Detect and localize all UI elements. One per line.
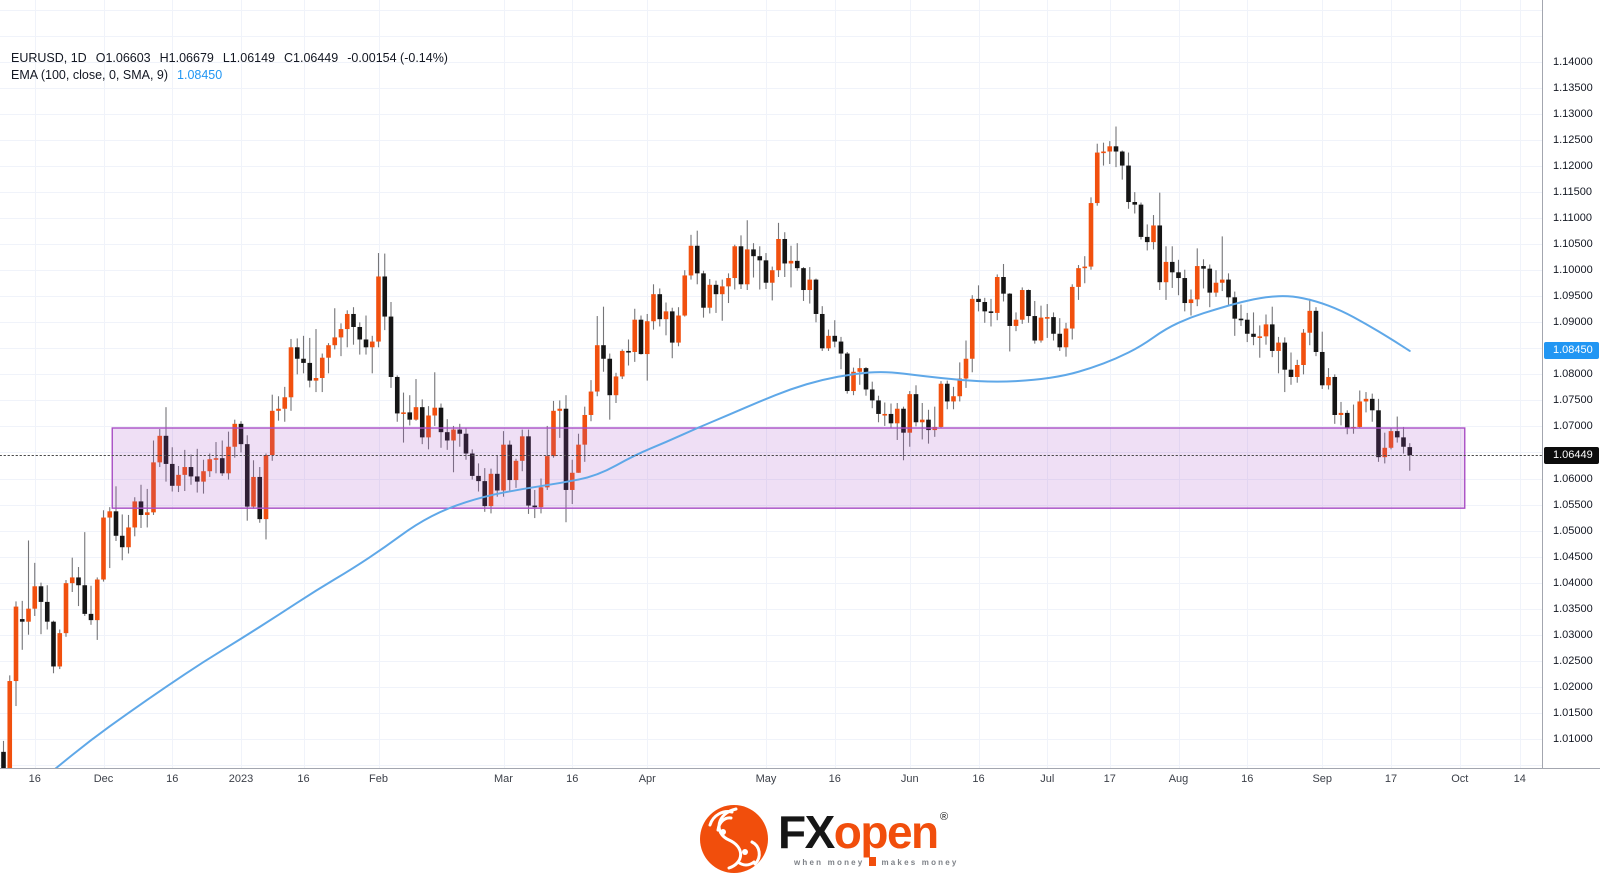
price-axis-label: 1.03000 — [1553, 628, 1593, 641]
legend-change: -0.00154 (-0.14%) — [347, 51, 448, 65]
price-axis-label: 1.11500 — [1553, 186, 1592, 199]
price-axis-label: 1.07000 — [1553, 420, 1593, 433]
time-axis-label: Jul — [1040, 773, 1055, 785]
price-axis-label: 1.03500 — [1553, 602, 1593, 615]
time-axis-label: 16 — [166, 773, 179, 785]
price-axis-label: 1.12000 — [1553, 160, 1593, 173]
time-axis-label: 16 — [1241, 773, 1254, 785]
time-axis-label: 2023 — [228, 773, 254, 785]
time-axis-label: May — [755, 773, 777, 785]
price-axis-label: 1.13500 — [1553, 81, 1593, 94]
fxopen-bull-bear-icon — [700, 805, 768, 873]
time-axis-label: 16 — [297, 773, 310, 785]
legend-open: O1.06603 — [95, 51, 151, 65]
legend-close: C1.06449 — [284, 51, 339, 65]
price-axis-label: 1.01500 — [1553, 706, 1593, 719]
price-axis-label: 1.04500 — [1553, 550, 1593, 563]
time-axis-label: 17 — [1103, 773, 1116, 785]
time-axis-label: Jun — [900, 773, 919, 785]
price-axis-label: 1.04000 — [1553, 576, 1593, 589]
time-axis[interactable]: 16 Dec 16 2023 16 Feb Mar 16 Apr May 16 Jun 16 Jul 17 A… — [0, 769, 1600, 791]
price-axis-label: 1.10500 — [1553, 238, 1593, 251]
price-axis-label: 1.12500 — [1553, 134, 1593, 147]
price-axis-label: 1.02500 — [1553, 654, 1593, 667]
price-axis-label: 1.14000 — [1553, 55, 1593, 68]
price-axis-label: 1.09000 — [1553, 316, 1593, 329]
time-axis-label: 17 — [1384, 773, 1398, 785]
time-axis-label: 16 — [972, 773, 985, 785]
price-axis-label: 1.08000 — [1553, 368, 1593, 381]
time-axis-label: Aug — [1168, 773, 1189, 785]
ema-price-tag: 1.08450 — [1544, 342, 1599, 360]
price-axis-label: 1.07500 — [1553, 394, 1593, 407]
price-axis-label: 1.02000 — [1553, 680, 1593, 693]
price-axis-label: 1.05000 — [1553, 524, 1593, 537]
indicator-legend-row[interactable]: EMA (100, close, 0, SMA, 9) 1.08450 — [11, 67, 457, 84]
time-axis-label: Apr — [638, 773, 656, 785]
time-axis-label: Feb — [369, 773, 388, 785]
symbol-legend-row[interactable]: EURUSD, 1D O1.06603 H1.06679 L1.06149 C1.064… — [11, 50, 457, 67]
wordmark-open: open — [833, 806, 939, 858]
price-axis-label: 1.05500 — [1553, 498, 1593, 511]
time-axis-label: 16 — [828, 773, 841, 785]
fxopen-tagline: when money makes money — [794, 857, 959, 867]
price-axis-label: 1.13000 — [1553, 108, 1593, 121]
legend-low: L1.06149 — [222, 51, 275, 65]
wordmark-fx: FX — [778, 806, 835, 858]
price-axis-label: 1.01000 — [1553, 732, 1593, 745]
time-axis-label: Mar — [494, 773, 513, 785]
tagline-separator-block — [869, 857, 877, 866]
registered-mark: ® — [940, 811, 949, 823]
legend-high: H1.06679 — [159, 51, 214, 65]
price-axis-label: 1.09500 — [1553, 290, 1593, 303]
price-axis[interactable]: 1.08450 1.06449 1.14000 1.13500 1.13000 1.1… — [1543, 0, 1600, 768]
price-axis-label: 1.10000 — [1553, 264, 1593, 277]
indicator-label: EMA (100, close, 0, SMA, 9) — [11, 68, 169, 82]
chart-legend: EURUSD, 1D O1.06603 H1.06679 L1.06149 C1.064… — [11, 50, 457, 84]
time-axis-label: Sep — [1312, 773, 1333, 785]
time-axis-label: 16 — [566, 773, 579, 785]
indicator-value: 1.08450 — [177, 68, 223, 82]
time-axis-label: 14 — [1513, 773, 1526, 785]
fxopen-logo: FXopen ® when money makes money — [698, 799, 988, 877]
time-axis-label: Oct — [1451, 773, 1469, 785]
fxopen-wordmark: FXopen — [778, 806, 939, 858]
last-price-tag: 1.06449 — [1544, 446, 1599, 464]
legend-symbol: EURUSD, 1D — [11, 51, 87, 65]
time-axis-label: 16 — [28, 773, 41, 785]
price-axis-label: 1.06000 — [1553, 472, 1593, 485]
time-axis-label: Dec — [93, 773, 114, 785]
price-axis-label: 1.11000 — [1553, 212, 1592, 225]
